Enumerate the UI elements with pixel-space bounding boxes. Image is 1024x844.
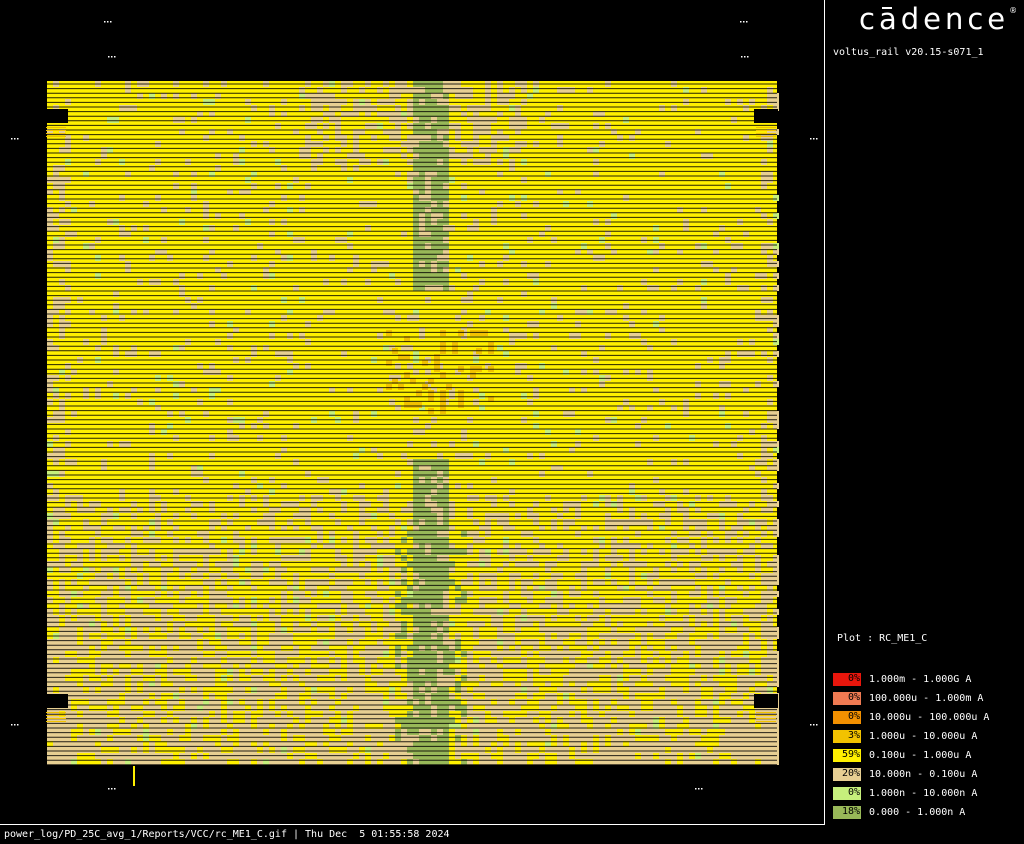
marker-dot [741,56,743,58]
legend-range: 10.000u - 100.000u A [869,711,990,723]
legend-swatch: 0% [833,710,861,724]
side-panel: cadence ® voltus_rail v20.15-s071_1 Plot… [825,0,1024,824]
tool-version: voltus_rail v20.15-s071_1 [833,47,984,58]
status-footer: power_log/PD_25C_avg_1/Reports/VCC/rc_ME… [4,829,450,840]
legend-range: 1.000m - 1.000G A [869,673,972,685]
legend-swatch: 0% [833,691,861,705]
marker-dot [111,788,113,790]
legend-range: 1.000n - 10.000n A [869,787,978,799]
marker-dot [740,21,742,23]
marker-dot [108,788,110,790]
marker-dot [746,21,748,23]
marker-dot [111,56,113,58]
corner-pad [44,694,68,708]
marker-dot [744,56,746,58]
legend-range: 100.000u - 1.000m A [869,692,984,704]
panel-divider [824,0,825,825]
marker-dot [108,56,110,58]
legend-range: 0.100u - 1.000u A [869,749,972,761]
logo-bar [882,7,892,9]
marker-dot [104,21,106,23]
legend-range: 1.000u - 10.000u A [869,730,978,742]
legend-swatch: 0% [833,672,861,686]
marker-dot [743,21,745,23]
legend-row: 0% 100.000u - 1.000m A [833,691,983,705]
corner-pad [44,109,68,123]
legend-row: 0% 10.000u - 100.000u A [833,710,989,724]
footer-divider [0,824,825,825]
legend-swatch: 0% [833,786,861,800]
marker-dot [14,724,16,726]
legend-row: 59% 0.100u - 1.000u A [833,748,971,762]
marker-dot [701,788,703,790]
registered-mark-icon: ® [1009,6,1018,15]
marker-dot [698,788,700,790]
legend-row: 0% 1.000n - 10.000n A [833,786,977,800]
legend-range: 0.000 - 1.000n A [869,806,966,818]
legend-swatch: 59% [833,748,861,762]
marker-dot [813,724,815,726]
marker-dot [17,138,19,140]
marker-dot [107,21,109,23]
legend-swatch: 3% [833,729,861,743]
marker-dot [816,724,818,726]
current-density-heatmap [11,21,818,790]
marker-dot [11,724,13,726]
marker-dot [810,724,812,726]
corner-pad [754,109,778,123]
plot-label: Plot : RC_ME1_C [837,633,928,644]
marker-dot [695,788,697,790]
legend-row: 18% 0.000 - 1.000n A [833,805,965,819]
marker-dot [810,138,812,140]
marker-dot [813,138,815,140]
legend-swatch: 20% [833,767,861,781]
marker-dot [114,56,116,58]
corner-pad [754,694,778,708]
legend-row: 0% 1.000m - 1.000G A [833,672,971,686]
cadence-logo: cadence ® [859,2,1017,36]
marker-dot [114,788,116,790]
marker-dot [17,724,19,726]
legend-swatch: 18% [833,805,861,819]
marker-dot [110,21,112,23]
heatmap-plot-area[interactable] [0,0,824,824]
marker-dot [747,56,749,58]
yellow-marker [133,766,135,786]
marker-dot [14,138,16,140]
legend-row: 20% 10.000n - 0.100u A [833,767,977,781]
legend-row: 3% 1.000u - 10.000u A [833,729,977,743]
marker-dot [11,138,13,140]
marker-dot [816,138,818,140]
legend-range: 10.000n - 0.100u A [869,768,978,780]
